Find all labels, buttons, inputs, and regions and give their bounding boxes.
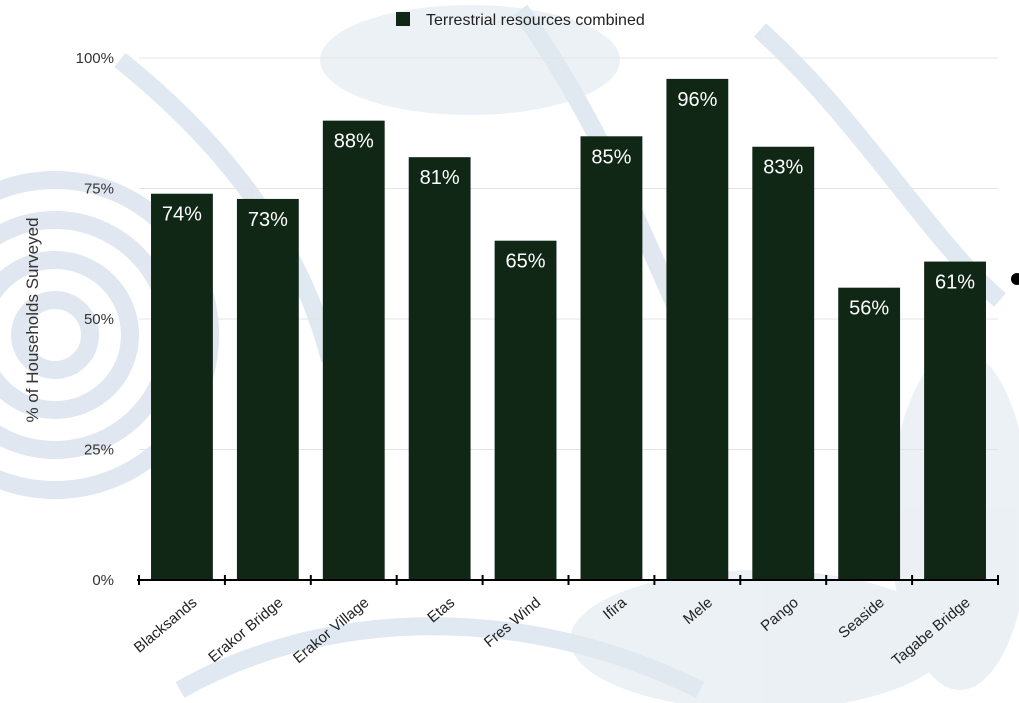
bar-value-label: 88% (334, 131, 374, 153)
legend-swatch (396, 12, 410, 26)
bar-value-label: 83% (763, 157, 803, 179)
bar (494, 240, 557, 580)
bar-value-label: 74% (162, 204, 202, 226)
bar (322, 120, 385, 580)
bar-value-label: 81% (420, 167, 460, 189)
bar (408, 157, 471, 580)
category-label: Pango (758, 594, 802, 635)
category-labels: Blacksands Erakor Bridge Erakor Village Eta… (131, 594, 974, 670)
y-tick-label: 0% (92, 572, 114, 589)
category-label: Erakor Village (290, 594, 372, 667)
bar (580, 136, 643, 581)
category-label: Blacksands (131, 594, 201, 656)
category-label: Mele (680, 594, 716, 628)
bar (151, 193, 213, 580)
bar (236, 198, 299, 580)
bar (666, 78, 729, 580)
bar-value-label: 73% (248, 209, 288, 231)
bar-value-label: 65% (506, 251, 546, 273)
category-label: Etas (424, 594, 458, 626)
y-tick-label: 100% (76, 50, 114, 67)
bar-value-label: 96% (677, 89, 717, 111)
bar (752, 146, 815, 581)
bar (924, 261, 986, 580)
bar-value-label: 85% (591, 146, 631, 168)
legend: Terrestrial resources combined (396, 12, 645, 29)
y-axis-title: % of Households Surveyed (23, 217, 42, 422)
category-label: Fres Wind (481, 594, 544, 651)
bullet-dot (1011, 273, 1019, 285)
category-label: Tagabe Bridge (889, 594, 974, 669)
y-tick-label: 25% (84, 442, 114, 459)
y-tick-label: 50% (84, 311, 114, 328)
bar-value-label: 61% (935, 272, 975, 294)
bar (838, 287, 901, 580)
bars (151, 78, 986, 581)
legend-label: Terrestrial resources combined (426, 12, 645, 29)
category-label: Ifira (600, 594, 631, 624)
x-axis (137, 575, 999, 585)
category-label: Erakor Bridge (205, 594, 286, 666)
bar-value-labels: 74% 73% 88% 81% 65% 85% 96% 83% 56% 61% (162, 89, 975, 320)
y-axis-ticks: 0% 25% 50% 75% 100% (76, 50, 114, 589)
y-tick-label: 75% (84, 181, 114, 198)
category-label: Seaside (835, 594, 887, 642)
bar-value-label: 56% (849, 298, 889, 320)
